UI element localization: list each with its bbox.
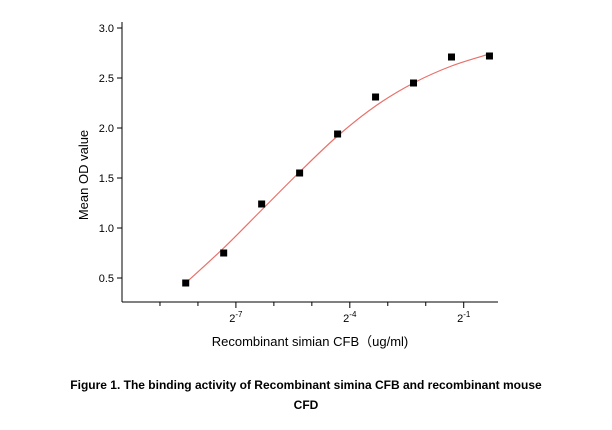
caption: Figure 1. The binding activity of Recomb…: [70, 378, 542, 392]
data-point: [220, 249, 228, 257]
data-point: [447, 53, 455, 61]
data-point: [485, 52, 493, 60]
x-tick-label: 2-4: [343, 310, 357, 325]
x-tick-base: 2: [457, 313, 463, 325]
x-tick-label: 2-1: [457, 310, 471, 325]
y-tick-label: 3.0: [99, 23, 114, 35]
fit-curve: [185, 53, 490, 284]
y-axis-label: Mean OD value: [76, 130, 91, 220]
y-tick-label: 1.0: [99, 223, 114, 235]
x-tick-base: 2: [229, 313, 235, 325]
x-tick-exponent: -7: [235, 310, 243, 319]
y-tick-label: 0.5: [99, 273, 114, 285]
data-point: [296, 169, 304, 177]
data-point: [410, 79, 418, 87]
x-tick-base: 2: [343, 313, 349, 325]
caption: CFD: [293, 398, 319, 412]
x-axis-label: Recombinant simian CFB（ug/ml): [212, 334, 409, 349]
x-tick-exponent: -1: [463, 310, 471, 319]
chart: Recombinant simian CFB（ug/ml) Mean OD va…: [76, 22, 498, 349]
y-tick-label: 2.0: [99, 123, 114, 135]
x-tick-exponent: -4: [349, 310, 357, 319]
data-point: [258, 200, 266, 208]
y-tick-label: 1.5: [99, 173, 114, 185]
y-tick-label: 2.5: [99, 73, 114, 85]
x-tick-label: 2-7: [229, 310, 243, 325]
data-point: [182, 279, 190, 287]
data-point: [372, 93, 380, 101]
data-point: [334, 130, 342, 138]
